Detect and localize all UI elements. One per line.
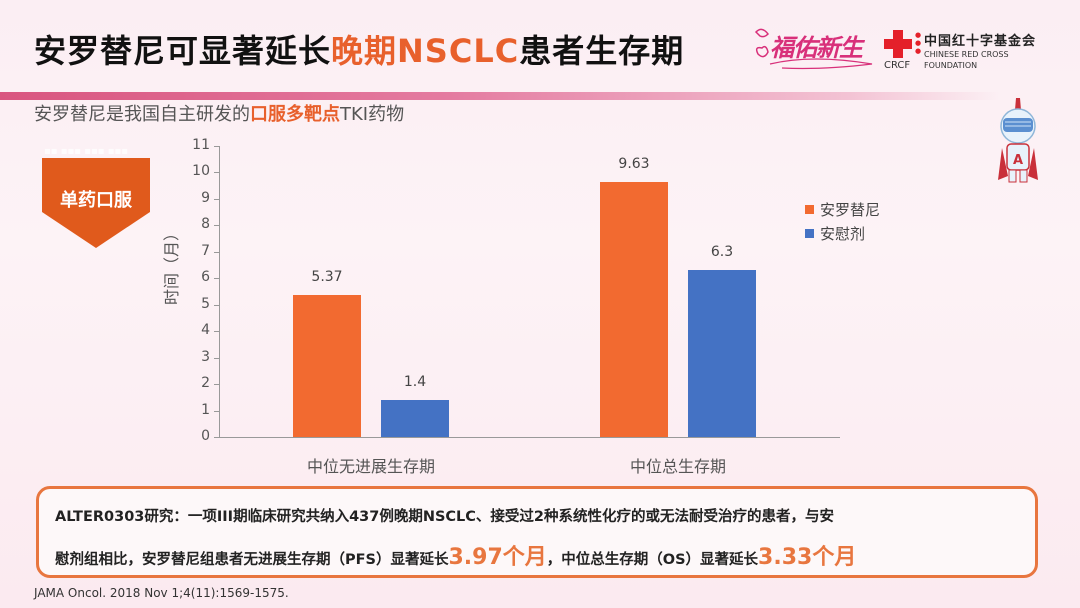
y-tick-mark [214,146,219,147]
y-tick-label: 6 [201,269,210,286]
chart-legend: 安罗替尼 安慰剂 [805,197,880,245]
y-tick-label: 1 [201,401,210,418]
reference-citation: JAMA Oncol. 2018 Nov 1;4(11):1569-1575. [34,586,289,600]
x-category-label: 中位总生存期 [629,457,726,476]
y-tick-mark [214,304,219,306]
study-summary-line-2: 慰剂组相比，安罗替尼组患者无进展生存期（PFS）显著延长3.97个月，中位总生存… [55,539,856,571]
legend-label: 安慰剂 [820,224,866,243]
y-tick-label: 9 [201,189,210,206]
bar [293,294,361,437]
y-tick-mark [214,384,219,386]
y-tick-mark [214,331,219,333]
legend-swatch-icon [805,204,814,214]
crcf-logo: ● ● ● CRCF 中国红十字基金会 CHINESE RED CROSS FOUN… [884,28,1044,74]
svg-text:A: A [1013,153,1023,168]
title-text: 安罗替尼可显著延长 [34,32,332,70]
y-tick-mark [214,437,219,438]
crcf-abbr: CRCF [884,60,911,71]
y-tick-label: 4 [201,322,210,339]
y-tick-mark [214,410,219,412]
y-tick-label: 3 [201,348,210,365]
y-tick-label: 2 [201,375,210,392]
red-cross-icon [884,30,912,58]
bar [381,399,449,437]
title-highlight: 晚期NSCLC [331,32,520,70]
bar [600,182,668,437]
summary-text: 慰剂组相比，安罗替尼组患者无进展生存期（PFS）显著延长 [55,552,449,568]
y-axis-title: 时间（月） [162,224,181,305]
fuyou-logo: 福佑新生 [752,24,877,72]
study-summary-box: ALTER0303研究：一项III期临床研究共纳入437例晚期NSCLC、接受过… [36,486,1038,578]
y-tick-label: 8 [201,216,210,233]
y-tick-label: 10 [192,163,210,180]
x-category-label: 中位无进展生存期 [306,457,435,476]
fuyou-logo-text: 福佑新生 [770,34,863,62]
y-tick-mark [214,251,219,253]
pfs-gain-highlight: 3.97个月 [448,545,547,570]
badge-faded-caption: ▪▪ ▪▪▪ ▪▪▪ ▪▪▪ [44,146,129,157]
y-tick-mark [214,357,219,359]
bar-value-label: 5.37 [311,268,343,285]
bar-value-label: 9.63 [618,156,650,173]
y-tick-mark [214,278,219,280]
dots-decoration: ● ● ● [915,31,922,55]
y-tick-label: 7 [201,242,210,259]
bar [688,270,756,437]
legend-item: 安慰剂 [805,221,880,245]
title-divider-bar [0,92,1000,100]
subtitle-text-end: TKI药物 [340,104,405,125]
single-drug-oral-badge: 单药口服 [42,158,150,248]
subtitle-highlight: 口服多靶点 [250,104,340,125]
crcf-name-en-2: FOUNDATION [924,61,978,70]
legend-item: 安罗替尼 [805,197,880,221]
y-tick-mark [214,198,219,200]
survival-bar-chart: 时间（月） 0 1 2 3 4 5 6 7 8 9 10 11 5.37 1.4 9.63 6.3 中位无进… [150,135,910,480]
y-tick-label: 5 [201,295,210,312]
bar-value-label: 1.4 [403,373,427,390]
dove-heart-icon [754,28,873,70]
study-summary-line-1: ALTER0303研究：一项III期临床研究共纳入437例晚期NSCLC、接受过… [55,509,835,525]
x-axis-line [219,437,840,438]
y-tick-label: 11 [192,137,210,153]
os-gain-highlight: 3.33个月 [758,545,857,570]
y-tick-mark [214,225,219,227]
subtitle-text: 安罗替尼是我国自主研发的 [34,104,250,125]
y-axis-line [219,146,220,438]
y-tick-label: 0 [201,428,210,444]
title-text-end: 患者生存期 [519,32,685,70]
page-title: 安罗替尼可显著延长晚期NSCLC患者生存期 [34,26,684,72]
robot-mascot-icon: A [998,98,1038,183]
summary-text-os: ，中位总生存期（OS）显著延长 [546,552,759,568]
crcf-name-en-1: CHINESE RED CROSS [924,50,1009,59]
crcf-name-cn: 中国红十字基金会 [924,34,1037,49]
legend-swatch-icon [805,228,814,238]
bar-value-label: 6.3 [710,244,734,261]
badge-label: 单药口服 [60,190,132,211]
legend-label: 安罗替尼 [820,200,881,219]
y-tick-mark [214,172,219,174]
subtitle: 安罗替尼是我国自主研发的口服多靶点TKI药物 [34,100,404,126]
